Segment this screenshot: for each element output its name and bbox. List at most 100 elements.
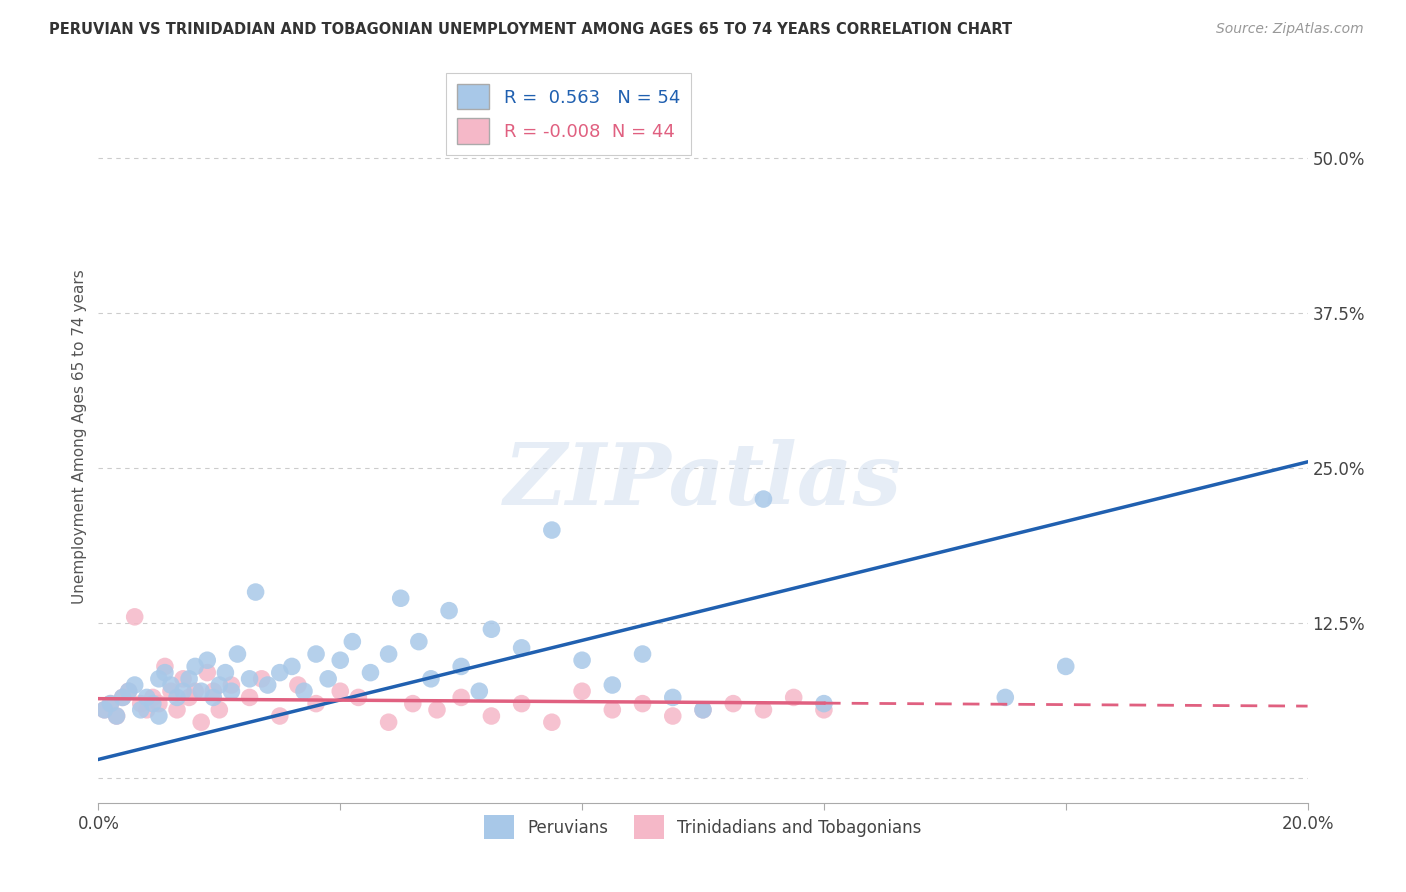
Point	[783, 690, 806, 705]
Point	[214, 665, 236, 680]
Point	[377, 647, 399, 661]
Point	[195, 665, 218, 680]
Point	[994, 690, 1017, 705]
Point	[148, 697, 170, 711]
Point	[124, 610, 146, 624]
Point	[450, 659, 472, 673]
Point	[184, 684, 207, 698]
Point	[118, 684, 141, 698]
Point	[100, 697, 122, 711]
Point	[813, 703, 835, 717]
Point	[602, 678, 624, 692]
Point	[179, 690, 201, 705]
Point	[510, 640, 533, 655]
Point	[571, 653, 593, 667]
Point	[752, 703, 775, 717]
Point	[160, 684, 183, 698]
Y-axis label: Unemployment Among Ages 65 to 74 years: Unemployment Among Ages 65 to 74 years	[72, 269, 87, 605]
Point	[148, 672, 170, 686]
Point	[129, 703, 152, 717]
Point	[172, 684, 194, 698]
Legend: Peruvians, Trinidadians and Tobagonians: Peruvians, Trinidadians and Tobagonians	[478, 809, 928, 846]
Point	[540, 523, 562, 537]
Point	[437, 604, 460, 618]
Point	[631, 697, 654, 711]
Point	[661, 709, 683, 723]
Point	[221, 678, 243, 692]
Point	[510, 697, 533, 711]
Point	[602, 703, 624, 717]
Point	[208, 678, 231, 692]
Point	[408, 634, 430, 648]
Point	[692, 703, 714, 717]
Point	[129, 697, 152, 711]
Point	[124, 678, 146, 692]
Point	[202, 684, 225, 698]
Point	[208, 703, 231, 717]
Point	[118, 684, 141, 698]
Point	[190, 684, 212, 698]
Point	[226, 647, 249, 661]
Point	[292, 684, 315, 698]
Point	[305, 647, 328, 661]
Point	[813, 697, 835, 711]
Point	[468, 684, 491, 698]
Point	[377, 715, 399, 730]
Point	[389, 591, 412, 606]
Point	[160, 678, 183, 692]
Point	[172, 672, 194, 686]
Point	[661, 690, 683, 705]
Point	[540, 715, 562, 730]
Text: PERUVIAN VS TRINIDADIAN AND TOBAGONIAN UNEMPLOYMENT AMONG AGES 65 TO 74 YEARS CO: PERUVIAN VS TRINIDADIAN AND TOBAGONIAN U…	[49, 22, 1012, 37]
Point	[93, 703, 115, 717]
Point	[135, 690, 157, 705]
Point	[105, 709, 128, 723]
Point	[287, 678, 309, 692]
Point	[1054, 659, 1077, 673]
Point	[692, 703, 714, 717]
Point	[184, 659, 207, 673]
Point	[329, 684, 352, 698]
Point	[250, 672, 273, 686]
Point	[481, 622, 503, 636]
Point	[571, 684, 593, 698]
Point	[360, 665, 382, 680]
Point	[256, 678, 278, 692]
Point	[329, 653, 352, 667]
Point	[481, 709, 503, 723]
Point	[221, 684, 243, 698]
Point	[142, 690, 165, 705]
Point	[305, 697, 328, 711]
Point	[450, 690, 472, 705]
Point	[245, 585, 267, 599]
Point	[153, 665, 176, 680]
Point	[93, 703, 115, 717]
Point	[342, 634, 364, 648]
Point	[111, 690, 134, 705]
Point	[723, 697, 745, 711]
Point	[631, 647, 654, 661]
Point	[402, 697, 425, 711]
Point	[420, 672, 443, 686]
Point	[148, 709, 170, 723]
Point	[190, 715, 212, 730]
Point	[281, 659, 304, 673]
Point	[752, 491, 775, 506]
Point	[153, 659, 176, 673]
Point	[426, 703, 449, 717]
Point	[100, 697, 122, 711]
Point	[202, 690, 225, 705]
Point	[269, 665, 291, 680]
Text: ZIPatlas: ZIPatlas	[503, 439, 903, 523]
Point	[166, 703, 188, 717]
Point	[269, 709, 291, 723]
Point	[142, 697, 165, 711]
Point	[111, 690, 134, 705]
Point	[316, 672, 339, 686]
Point	[195, 653, 218, 667]
Point	[347, 690, 370, 705]
Point	[179, 672, 201, 686]
Point	[239, 672, 262, 686]
Point	[166, 690, 188, 705]
Text: Source: ZipAtlas.com: Source: ZipAtlas.com	[1216, 22, 1364, 37]
